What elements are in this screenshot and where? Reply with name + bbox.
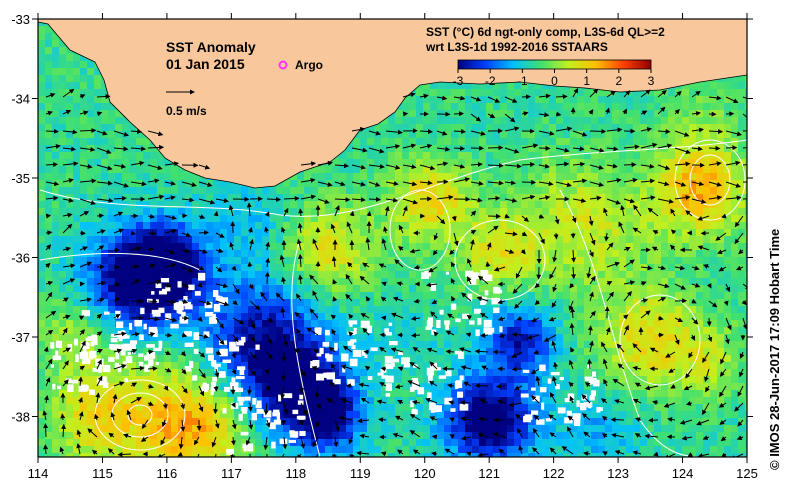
lon-tick-label: 118 xyxy=(285,466,306,481)
latitude-axis: -33-34-35-36-37-38 xyxy=(11,12,753,425)
lon-tick-label: 119 xyxy=(350,466,371,481)
product-line-1: SST (°C) 6d ngt-only comp, L3S-6d QL>=2 xyxy=(426,25,665,39)
no-data-patches xyxy=(50,270,603,455)
velocity-scale: 0.5 m/s xyxy=(166,89,207,118)
argo-label: Argo xyxy=(295,58,323,72)
map-date: 01 Jan 2015 xyxy=(166,56,245,72)
lat-tick-label: -36 xyxy=(11,251,30,266)
lon-tick-label: 115 xyxy=(92,466,113,481)
lat-tick-label: -38 xyxy=(11,410,30,425)
argo-legend: Argo xyxy=(278,58,323,72)
lon-tick-label: 114 xyxy=(28,466,49,481)
longitude-axis: 114 115 116 117 118 119 120 121 122 123 124 125 xyxy=(28,13,758,481)
lon-tick-label: 123 xyxy=(607,466,629,481)
colorbar-tick-label: -3 xyxy=(453,74,464,88)
argo-marker-icon xyxy=(278,60,288,70)
colorbar-tick-label: -2 xyxy=(485,74,496,88)
scale-label: 0.5 m/s xyxy=(166,104,207,118)
lon-tick-label: 121 xyxy=(478,466,500,481)
colorbar-tick-label: 2 xyxy=(615,74,622,88)
lon-tick-label: 120 xyxy=(414,466,436,481)
lat-tick-label: -37 xyxy=(11,330,30,345)
lon-tick-label: 117 xyxy=(221,466,242,481)
lon-tick-label: 122 xyxy=(543,466,565,481)
lat-tick-label: -35 xyxy=(11,171,30,186)
credit-text: © IMOS 28-Jun-2017 17:09 Hobart Time xyxy=(767,229,782,470)
current-vectors xyxy=(42,87,747,457)
colorbar-gradient xyxy=(457,59,652,70)
lon-tick-label: 125 xyxy=(736,466,758,481)
map-title: SST Anomaly xyxy=(166,39,256,55)
colorbar-tick-label: 3 xyxy=(648,74,655,88)
lon-tick-label: 116 xyxy=(157,466,178,481)
lon-tick-label: 124 xyxy=(672,466,694,481)
colorbar-tick-label: -1 xyxy=(517,74,528,88)
plot-frame xyxy=(37,18,748,458)
lat-tick-label: -33 xyxy=(11,12,30,27)
product-line-2: wrt L3S-1d 1992-2016 SSTAARS xyxy=(425,40,608,54)
colorbar: -3 -2 -1 0 1 2 3 xyxy=(453,59,655,88)
colorbar-tick-label: 1 xyxy=(583,74,590,88)
lat-tick-label: -34 xyxy=(11,92,30,107)
colorbar-ticks: -3 -2 -1 0 1 2 3 xyxy=(453,69,655,88)
colorbar-tick-label: 0 xyxy=(551,74,558,88)
